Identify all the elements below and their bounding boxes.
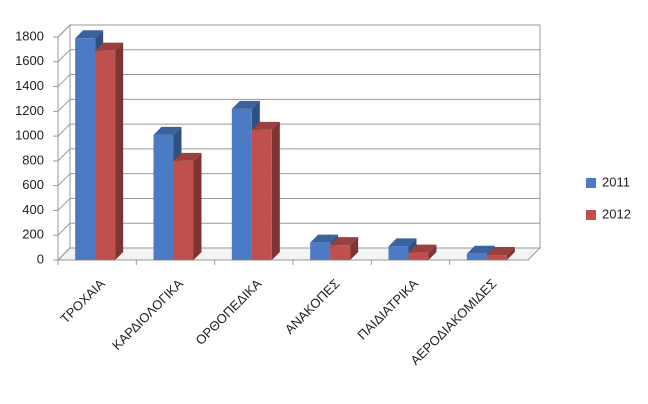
grid-diagonal bbox=[57, 247, 71, 261]
bar-side bbox=[428, 244, 437, 260]
bar bbox=[251, 129, 272, 260]
y-tick-label: 600 bbox=[22, 177, 44, 192]
bar bbox=[466, 253, 487, 260]
bar-top bbox=[153, 126, 182, 135]
grid-diagonal bbox=[57, 123, 71, 137]
x-tick-label: ΟΡΘΟΠΕΔΙΚΑ bbox=[192, 276, 264, 348]
y-tick-label: 1400 bbox=[15, 78, 44, 93]
grid-diagonal bbox=[57, 148, 71, 162]
bar-top bbox=[486, 247, 515, 256]
legend-swatch bbox=[586, 210, 596, 220]
y-tick-label: 400 bbox=[22, 202, 44, 217]
bar-top bbox=[466, 245, 495, 254]
x-tick-label: ΠΑΙΔΙΑΤΡΙΚΑ bbox=[354, 276, 421, 343]
bar-top bbox=[310, 234, 339, 243]
x-tick-label: ΤΡΟΧΑΙΑ bbox=[57, 276, 108, 327]
bar bbox=[173, 160, 194, 260]
y-tick-label: 200 bbox=[22, 227, 44, 242]
bar bbox=[95, 50, 116, 260]
bar bbox=[310, 242, 331, 260]
legend-label: 2011 bbox=[602, 174, 630, 189]
bar-side bbox=[350, 237, 359, 260]
bar bbox=[486, 255, 507, 260]
legend-swatch bbox=[586, 178, 596, 188]
grid-diagonal bbox=[57, 98, 71, 112]
y-tick-label: 1600 bbox=[15, 53, 44, 68]
bar bbox=[153, 134, 174, 260]
grid-diagonal bbox=[57, 222, 71, 236]
y-tick-label: 800 bbox=[22, 152, 44, 167]
legend-label: 2012 bbox=[602, 206, 631, 221]
grid-diagonal bbox=[57, 198, 71, 211]
bar-top bbox=[75, 30, 104, 39]
x-tick-label: ΚΑΡΔΙΟΛΟΓΙΚΑ bbox=[109, 276, 186, 353]
bar bbox=[408, 252, 429, 260]
bar-side bbox=[271, 121, 280, 261]
bar-top bbox=[231, 100, 260, 109]
bar-top bbox=[173, 152, 202, 161]
y-tick-label: 1800 bbox=[15, 28, 44, 43]
bar-top bbox=[388, 238, 417, 247]
bar-top bbox=[251, 121, 280, 130]
bar-top bbox=[95, 42, 124, 51]
bar-top bbox=[330, 237, 359, 246]
grid-diagonal bbox=[57, 49, 71, 63]
bar-side bbox=[193, 152, 202, 260]
bar-side bbox=[506, 247, 515, 260]
x-tick-label: ΑΕΡΟΔΙΑΚΟΜΙΔΕΣ bbox=[407, 276, 499, 368]
bar bbox=[75, 38, 96, 260]
y-tick-label: 1000 bbox=[15, 128, 44, 143]
bar bbox=[330, 245, 351, 260]
bar-top bbox=[408, 244, 437, 253]
grid-diagonal bbox=[57, 173, 71, 187]
grid-diagonal bbox=[57, 24, 71, 38]
bar bbox=[231, 108, 252, 260]
x-tick-label: ΑΝΑΚΟΠΕΣ bbox=[282, 276, 343, 337]
grid-diagonal bbox=[57, 74, 71, 87]
y-tick-label: 0 bbox=[37, 251, 44, 266]
y-tick-label: 1200 bbox=[15, 103, 44, 118]
bar bbox=[388, 246, 409, 260]
bar-side bbox=[115, 42, 124, 260]
